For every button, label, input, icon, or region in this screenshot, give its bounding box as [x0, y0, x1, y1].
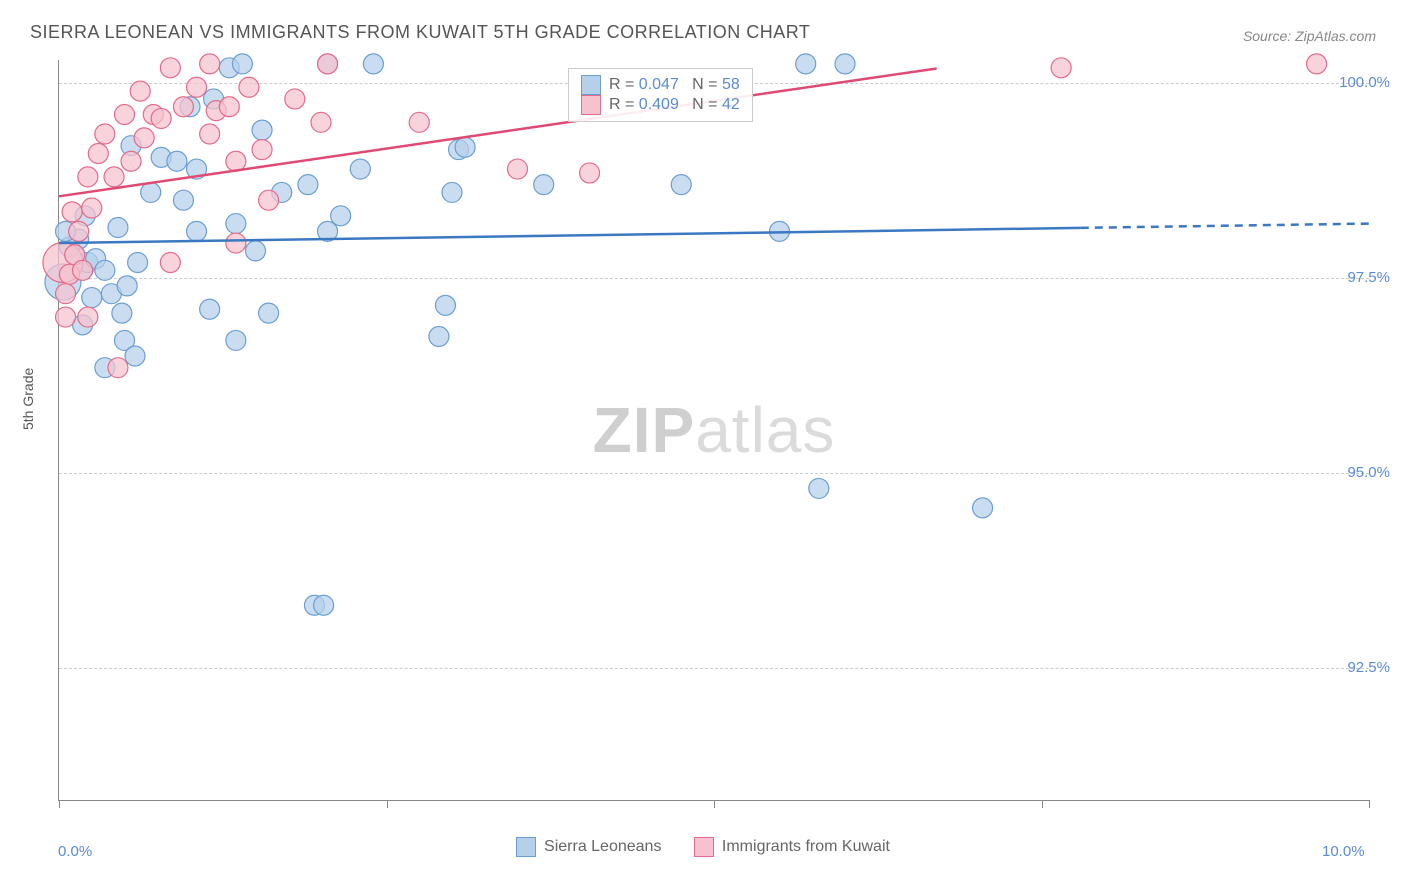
scatter-point: [125, 346, 145, 366]
scatter-point: [1307, 54, 1327, 74]
scatter-point: [252, 120, 272, 140]
scatter-point: [88, 143, 108, 163]
scatter-point: [226, 233, 246, 253]
scatter-point: [173, 190, 193, 210]
y-tick-label: 100.0%: [1339, 74, 1390, 91]
scatter-point: [56, 284, 76, 304]
plot-area: ZIPatlas: [58, 60, 1369, 801]
scatter-point: [160, 253, 180, 273]
y-tick-label: 92.5%: [1347, 659, 1390, 676]
chart-title: SIERRA LEONEAN VS IMMIGRANTS FROM KUWAIT…: [30, 22, 810, 43]
scatter-point: [285, 89, 305, 109]
scatter-point: [115, 105, 135, 125]
scatter-point: [973, 498, 993, 518]
legend-stats-row: R = 0.409 N = 42: [581, 95, 740, 115]
scatter-point: [141, 182, 161, 202]
scatter-point: [259, 303, 279, 323]
scatter-point: [435, 295, 455, 315]
scatter-point: [104, 167, 124, 187]
scatter-point: [534, 175, 554, 195]
scatter-point: [187, 221, 207, 241]
scatter-point: [78, 167, 98, 187]
scatter-point: [1051, 58, 1071, 78]
scatter-point: [62, 202, 82, 222]
legend-item-series-0: Sierra Leoneans: [516, 837, 661, 857]
scatter-point: [671, 175, 691, 195]
scatter-point: [134, 128, 154, 148]
legend-swatch-0: [516, 837, 536, 857]
scatter-point: [160, 58, 180, 78]
source-label: Source: ZipAtlas.com: [1243, 28, 1376, 44]
scatter-point: [78, 307, 98, 327]
legend-stats-row: R = 0.047 N = 58: [581, 75, 740, 95]
x-tick: [1042, 800, 1043, 808]
legend-item-series-1: Immigrants from Kuwait: [694, 837, 890, 857]
scatter-point: [200, 299, 220, 319]
scatter-point: [350, 159, 370, 179]
scatter-point: [508, 159, 528, 179]
x-tick: [59, 800, 60, 808]
scatter-point: [809, 478, 829, 498]
x-tick: [714, 800, 715, 808]
scatter-point: [796, 54, 816, 74]
scatter-point: [167, 151, 187, 171]
scatter-point: [252, 140, 272, 160]
scatter-point: [82, 288, 102, 308]
scatter-point: [442, 182, 462, 202]
scatter-point: [246, 241, 266, 261]
legend-label-1: Immigrants from Kuwait: [722, 838, 890, 856]
scatter-point: [117, 276, 137, 296]
scatter-point: [151, 108, 171, 128]
scatter-point: [314, 595, 334, 615]
legend-bottom: Sierra Leoneans Immigrants from Kuwait: [0, 837, 1406, 862]
y-tick-label: 95.0%: [1347, 464, 1390, 481]
scatter-point: [128, 253, 148, 273]
scatter-point: [429, 327, 449, 347]
scatter-svg: [59, 60, 1369, 800]
scatter-point: [130, 81, 150, 101]
scatter-point: [95, 260, 115, 280]
scatter-point: [73, 260, 93, 280]
x-tick: [1369, 800, 1370, 808]
scatter-point: [200, 124, 220, 144]
scatter-point: [239, 77, 259, 97]
scatter-point: [311, 112, 331, 132]
scatter-point: [226, 214, 246, 234]
scatter-point: [455, 137, 475, 157]
scatter-point: [95, 124, 115, 144]
scatter-point: [121, 151, 141, 171]
scatter-point: [232, 54, 252, 74]
legend-label-0: Sierra Leoneans: [544, 838, 661, 856]
scatter-point: [298, 175, 318, 195]
scatter-point: [108, 358, 128, 378]
scatter-point: [363, 54, 383, 74]
scatter-point: [409, 112, 429, 132]
y-tick-label: 97.5%: [1347, 269, 1390, 286]
scatter-point: [259, 190, 279, 210]
trend-line: [59, 228, 1081, 243]
scatter-point: [835, 54, 855, 74]
x-tick: [387, 800, 388, 808]
scatter-point: [226, 330, 246, 350]
trend-line-dashed: [1081, 224, 1369, 228]
scatter-point: [219, 97, 239, 117]
scatter-point: [173, 97, 193, 117]
scatter-point: [82, 198, 102, 218]
scatter-point: [580, 163, 600, 183]
scatter-point: [108, 217, 128, 237]
scatter-point: [112, 303, 132, 323]
y-axis-label: 5th Grade: [20, 368, 36, 430]
scatter-point: [200, 54, 220, 74]
scatter-point: [56, 307, 76, 327]
scatter-point: [226, 151, 246, 171]
legend-stats-box: R = 0.047 N = 58R = 0.409 N = 42: [568, 68, 753, 122]
scatter-point: [187, 77, 207, 97]
legend-swatch-1: [694, 837, 714, 857]
scatter-point: [318, 54, 338, 74]
scatter-point: [69, 221, 89, 241]
